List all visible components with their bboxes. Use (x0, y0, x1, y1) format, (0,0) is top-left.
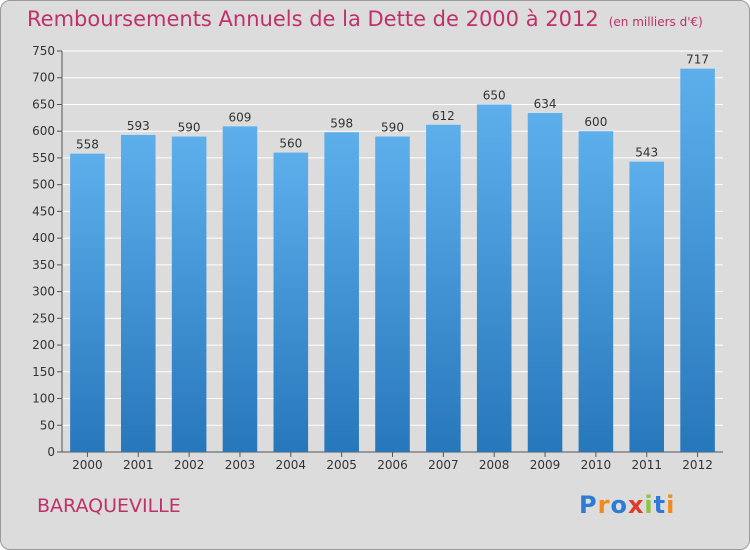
y-tick-label: 50 (40, 418, 55, 432)
y-tick-label: 200 (32, 338, 55, 352)
data-label: 543 (635, 146, 658, 160)
data-label: 717 (686, 53, 709, 67)
data-label: 558 (76, 138, 99, 152)
y-tick-label: 400 (32, 231, 55, 245)
data-label: 590 (178, 121, 201, 135)
x-tick-label: 2001 (123, 458, 154, 472)
y-tick-label: 550 (32, 151, 55, 165)
x-tick-label: 2004 (276, 458, 307, 472)
bar (273, 152, 309, 452)
y-tick-label: 750 (32, 44, 55, 58)
bar (629, 161, 665, 452)
y-tick-label: 250 (32, 311, 55, 325)
y-tick-label: 0 (47, 445, 55, 459)
data-label: 612 (432, 109, 455, 123)
x-tick-label: 2007 (428, 458, 459, 472)
bar (324, 132, 359, 452)
bar (527, 113, 563, 452)
data-label: 609 (229, 110, 252, 124)
y-tick-label: 100 (32, 392, 55, 406)
bar (70, 153, 105, 452)
logo-letter: x (627, 491, 645, 519)
logo-letter: t (653, 491, 667, 519)
x-tick-label: 2009 (530, 458, 561, 472)
bar (171, 136, 207, 452)
data-label: 560 (279, 137, 302, 151)
y-tick-label: 500 (32, 178, 55, 192)
x-tick-label: 2010 (581, 458, 612, 472)
x-tick-label: 2011 (631, 458, 662, 472)
logo-letter: r (597, 491, 611, 519)
y-tick-label: 300 (32, 285, 55, 299)
data-label: 593 (127, 119, 150, 133)
data-label: 590 (381, 121, 404, 135)
logo-letter: i (666, 491, 676, 519)
x-tick-label: 2003 (225, 458, 256, 472)
commune-name: BARAQUEVILLE (37, 495, 181, 517)
y-tick-label: 650 (32, 97, 55, 111)
bar (120, 134, 156, 452)
chart-unit: (en milliers d'€) (608, 15, 703, 29)
bar (375, 136, 410, 452)
x-tick-label: 2012 (682, 458, 713, 472)
bar (222, 126, 258, 452)
x-tick-label: 2000 (72, 458, 103, 472)
bar (578, 131, 614, 452)
data-label: 634 (534, 97, 557, 111)
x-tick-label: 2008 (479, 458, 510, 472)
x-tick-label: 2002 (174, 458, 205, 472)
data-label: 598 (330, 116, 353, 130)
x-tick-label: 2006 (377, 458, 408, 472)
chart-title: Remboursements Annuels de la Dette de 20… (27, 7, 703, 31)
proxiti-logo: Proxiti (579, 491, 675, 519)
y-tick-label: 600 (32, 124, 55, 138)
y-tick-label: 350 (32, 258, 55, 272)
data-label: 650 (483, 88, 506, 102)
y-tick-label: 450 (32, 204, 55, 218)
x-tick-label: 2005 (326, 458, 357, 472)
data-label: 600 (584, 115, 607, 129)
bar (426, 124, 461, 452)
bar (476, 104, 512, 452)
bar (680, 68, 715, 453)
logo-letter: o (610, 491, 628, 519)
chart-title-text: Remboursements Annuels de la Dette de 20… (27, 7, 599, 31)
logo-letter: i (644, 491, 654, 519)
logo-letter: P (579, 491, 598, 519)
y-tick-label: 150 (32, 365, 55, 379)
y-tick-label: 700 (32, 71, 55, 85)
